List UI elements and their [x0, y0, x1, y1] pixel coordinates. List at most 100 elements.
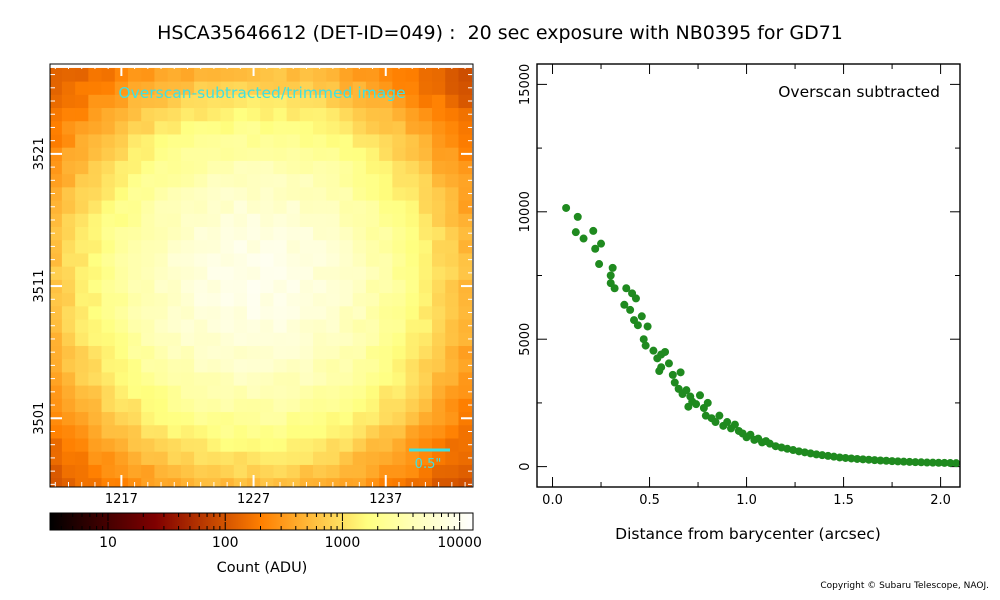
scatter-x-tick-label: 2.0 [930, 493, 951, 508]
image-pixel [458, 186, 473, 201]
image-pixel [127, 292, 142, 307]
image-pixel [392, 385, 406, 399]
image-pixel [194, 120, 208, 135]
image-pixel [352, 186, 367, 201]
image-pixel [207, 147, 221, 161]
image-pixel [75, 279, 89, 294]
image-pixel [286, 160, 301, 175]
scatter-point [610, 284, 619, 293]
image-pixel [61, 147, 76, 161]
image-pixel [154, 253, 169, 267]
image-pixel [114, 147, 129, 161]
image-pixel [458, 213, 473, 227]
image-pixel [220, 253, 235, 267]
image-pixel [180, 358, 195, 373]
image-pixel [273, 292, 288, 307]
image-pixel [286, 358, 301, 373]
image-pixel [233, 332, 248, 346]
image-pixel [365, 173, 380, 188]
image-pixel [50, 305, 63, 320]
image-pixel [365, 67, 380, 82]
image-pixel [61, 424, 76, 439]
image-pixel [260, 120, 274, 135]
image-pixel [180, 253, 195, 267]
image-pixel [365, 120, 380, 135]
image-pixel [114, 464, 129, 479]
image-pixel [445, 186, 459, 201]
image-pixel [246, 147, 261, 161]
image-pixel [392, 134, 406, 148]
image-pixel [326, 266, 340, 280]
image-pixel [246, 107, 261, 122]
image-pixel [75, 305, 89, 320]
image-pixel [445, 372, 459, 386]
image-pixel [194, 147, 208, 161]
image-pixel [233, 266, 248, 280]
image-pixel [339, 345, 354, 360]
scatter-point [684, 402, 693, 411]
image-pixel [75, 424, 89, 439]
image-pixel [141, 81, 155, 95]
image-pixel [127, 253, 142, 267]
image-pixel [260, 253, 274, 267]
image-pixel [233, 358, 248, 373]
image-pixel [313, 385, 327, 399]
image-pixel [286, 67, 301, 82]
image-pixel [141, 332, 155, 346]
image-pixel [233, 424, 248, 439]
image-pixel [260, 345, 274, 360]
image-pixel [101, 213, 116, 227]
image-pixel [50, 438, 63, 452]
image-pixel [352, 464, 367, 479]
image-pixel [154, 200, 169, 214]
image-pixel [167, 372, 182, 386]
image-pixel [246, 464, 261, 479]
image-pixel [458, 438, 473, 452]
image-pixel [458, 398, 473, 413]
scatter-point [620, 300, 629, 309]
image-pixel [365, 358, 380, 373]
scatter-x-axis-label: Distance from barycenter (arcsec) [615, 525, 881, 543]
image-pixel [313, 147, 327, 161]
image-pixel [458, 385, 473, 399]
image-pixel [313, 186, 327, 201]
image-pixel [458, 226, 473, 241]
image-pixel [379, 134, 393, 148]
image-pixel [313, 358, 327, 373]
image-pixel [114, 226, 129, 241]
image-pixel [101, 107, 116, 122]
image-pixel [326, 464, 340, 479]
image-pixel [260, 239, 274, 254]
colorbar-frame [49, 512, 474, 531]
image-pixel [286, 94, 301, 109]
scatter-point [911, 458, 920, 467]
image-pixel [445, 319, 459, 333]
image-pixel [207, 81, 221, 95]
image-pixel [286, 319, 301, 333]
image-pixel [418, 107, 433, 122]
image-pixel [418, 411, 433, 426]
image-pixel [180, 385, 195, 399]
image-pixel [207, 305, 221, 320]
image-pixel [299, 279, 314, 294]
image-ticks: 1217 1227 1237 3521 3511 3501 [32, 64, 473, 507]
image-pixel [50, 477, 63, 488]
image-pixel [220, 67, 235, 82]
scatter-point [661, 347, 670, 356]
image-pixel [127, 94, 142, 109]
image-pixel [61, 266, 76, 280]
image-pixel [154, 305, 169, 320]
image-pixel [167, 266, 182, 280]
image-pixel [141, 398, 155, 413]
image-pixel [180, 279, 195, 294]
image-pixel [313, 372, 327, 386]
image-pixel [233, 451, 248, 465]
image-pixel [167, 279, 182, 294]
scatter-point [723, 418, 732, 427]
image-pixel [313, 67, 327, 82]
image-pixel [286, 464, 301, 479]
image-pixel [220, 186, 235, 201]
image-pixel [50, 253, 63, 267]
image-pixel [379, 424, 393, 439]
image-pixel [405, 345, 420, 360]
